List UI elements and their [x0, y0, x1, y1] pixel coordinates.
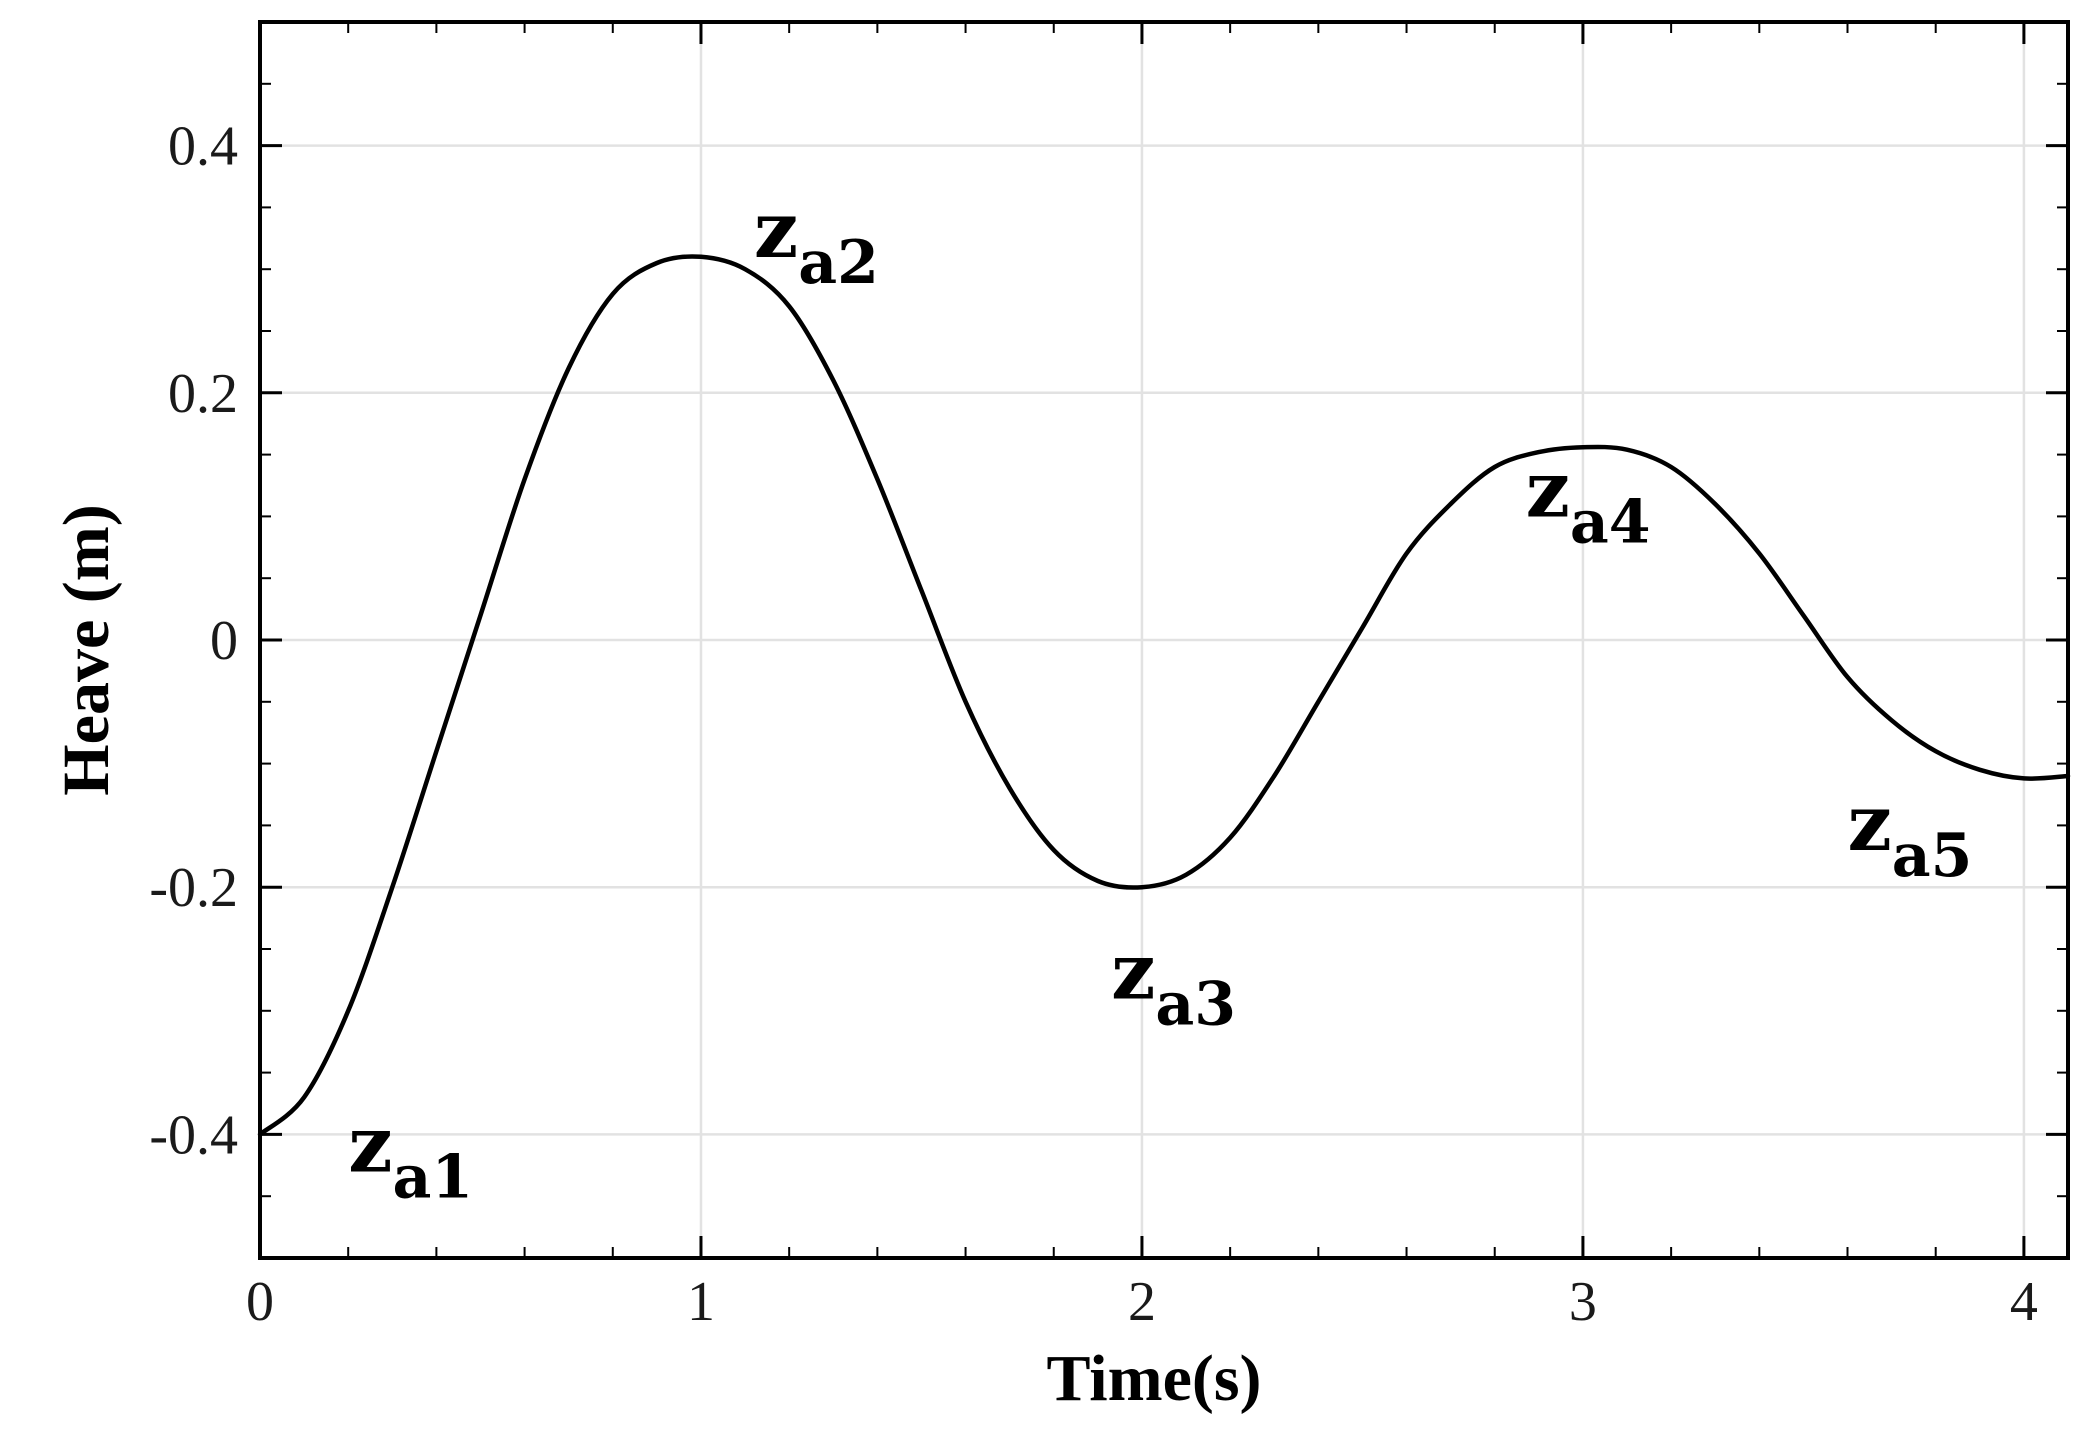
x-tick-label: 3	[1569, 1271, 1597, 1333]
annotation-label: za2	[754, 185, 879, 298]
y-tick-labels: -0.4 -0.2 0 0.2 0.4	[149, 116, 238, 1167]
annotation-subscript: a5	[1892, 821, 1973, 891]
annotation-main: z	[754, 185, 798, 276]
y-tick-label: -0.2	[149, 857, 238, 919]
x-tick-label: 1	[687, 1271, 715, 1333]
x-tick-label: 2	[1128, 1271, 1156, 1333]
y-axis-title: Heave (m)	[50, 504, 123, 795]
heave-series-line	[257, 254, 2071, 1137]
annotation-label: za5	[1848, 778, 1973, 891]
annotation-main: z	[1848, 778, 1892, 869]
annotation-subscript: a2	[798, 228, 879, 298]
annotation-subscript: a4	[1570, 487, 1651, 557]
y-tick-label: 0	[210, 610, 238, 672]
annotation-label: za4	[1526, 444, 1651, 557]
x-tick-label: 0	[246, 1271, 274, 1333]
annotation-label: za1	[348, 1099, 473, 1212]
annotation-main: z	[348, 1099, 392, 1190]
annotation-subscript: a3	[1155, 969, 1236, 1039]
grid-lines	[258, 22, 2068, 1258]
y-tick-label: 0.2	[168, 363, 238, 425]
annotation-main: z	[1526, 444, 1570, 535]
annotation-main: z	[1111, 926, 1155, 1017]
plot-frame	[258, 20, 2070, 1260]
y-tick-label: -0.4	[149, 1104, 238, 1166]
x-axis-title: Time(s)	[1046, 1342, 1261, 1415]
x-tick-label: 4	[2010, 1271, 2038, 1333]
x-tick-labels: 0 1 2 3 4	[246, 1271, 2038, 1333]
annotation-subscript: a1	[392, 1142, 473, 1212]
annotation-label: za3	[1111, 926, 1236, 1039]
y-tick-label: 0.4	[168, 116, 238, 178]
